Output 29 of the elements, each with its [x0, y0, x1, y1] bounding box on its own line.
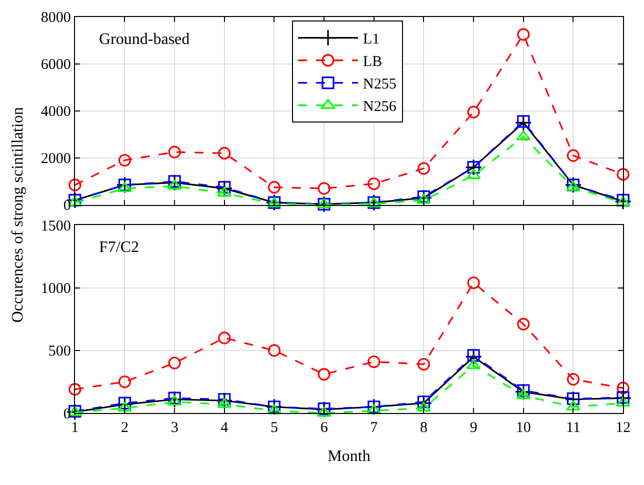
- legend-label: N256: [363, 99, 397, 116]
- y-tick-label: 0: [63, 198, 71, 214]
- y-tick-label: 6000: [40, 57, 71, 74]
- y-axis-title: Occurences of strong scintillation: [10, 107, 27, 323]
- y-tick-label: 2000: [40, 151, 71, 168]
- x-tick-label: 12: [616, 420, 631, 436]
- y-tick-label: 4000: [40, 104, 71, 120]
- y-tick-label: 8000: [40, 10, 71, 26]
- y-tick-label: 0: [63, 406, 71, 422]
- annotation: F7/C2: [99, 239, 140, 256]
- x-tick-label: 11: [566, 420, 580, 436]
- x-tick-label: 6: [320, 420, 328, 436]
- x-axis-title: Month: [328, 448, 370, 465]
- y-tick-label: 1000: [40, 281, 71, 298]
- y-tick-label: 500: [48, 344, 71, 360]
- legend-label: L1: [363, 32, 380, 48]
- x-tick-label: 2: [120, 420, 128, 436]
- annotation: Ground-based: [99, 31, 190, 48]
- legend-label: LB: [363, 54, 382, 70]
- x-tick-label: 10: [516, 420, 531, 436]
- x-tick-label: 3: [170, 420, 178, 436]
- x-tick-label: 1: [71, 420, 79, 436]
- x-tick-label: 8: [420, 420, 428, 436]
- x-tick-label: 5: [270, 420, 278, 436]
- y-tick-label: 1500: [40, 218, 71, 234]
- x-tick-label: 7: [370, 420, 378, 436]
- x-tick-label: 4: [220, 420, 229, 436]
- legend-label: N255: [363, 76, 396, 93]
- x-tick-label: 9: [470, 420, 478, 436]
